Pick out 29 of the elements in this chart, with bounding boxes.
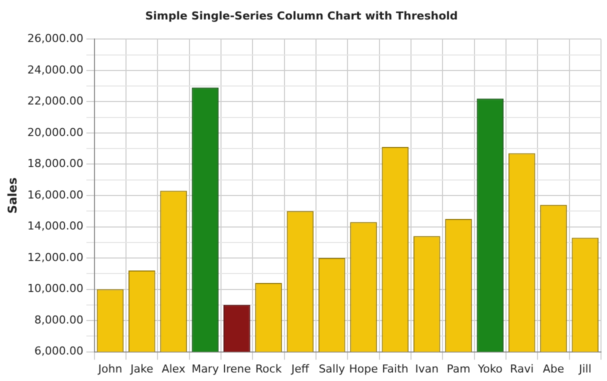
x-tick-label: Jill bbox=[578, 362, 592, 376]
x-tick-label: Mary bbox=[192, 362, 220, 376]
x-tick-label: Pam bbox=[446, 362, 470, 376]
x-tick-label: Ravi bbox=[510, 362, 534, 376]
y-axis-title: Sales bbox=[5, 177, 20, 214]
chart-title: Simple Single-Series Column Chart with Threshold bbox=[145, 9, 458, 22]
y-tick-label: 22,000.00 bbox=[27, 94, 84, 108]
x-tick-label: Sally bbox=[318, 362, 346, 376]
y-tick-label: 20,000.00 bbox=[27, 126, 84, 139]
x-tick-label: Alex bbox=[162, 362, 186, 376]
x-tick-label: Yoko bbox=[476, 362, 503, 376]
y-tick-label: 12,000.00 bbox=[27, 250, 84, 264]
y-tick-label: 24,000.00 bbox=[27, 63, 84, 76]
y-tick-label: 14,000.00 bbox=[27, 220, 84, 233]
y-tick-label: 18,000.00 bbox=[27, 157, 84, 170]
y-tick-label: 8,000.00 bbox=[34, 313, 84, 326]
x-tick-label: John bbox=[97, 362, 122, 376]
x-tick-label: Jake bbox=[130, 362, 154, 376]
x-tick-label: Ivan bbox=[415, 362, 439, 376]
y-tick-label: 6,000.00 bbox=[34, 344, 84, 358]
x-tick-label: Rock bbox=[255, 362, 282, 376]
x-tick-label: Irene bbox=[222, 362, 252, 376]
y-tick-label: 16,000.00 bbox=[27, 188, 84, 202]
x-tick-label: Abe bbox=[542, 362, 564, 376]
y-tick-label: 26,000.00 bbox=[27, 32, 84, 46]
x-tick-label: Hope bbox=[349, 362, 378, 376]
x-tick-label: Faith bbox=[382, 362, 408, 376]
x-tick-label: Jeff bbox=[290, 362, 310, 376]
y-tick-label: 10,000.00 bbox=[27, 282, 84, 296]
